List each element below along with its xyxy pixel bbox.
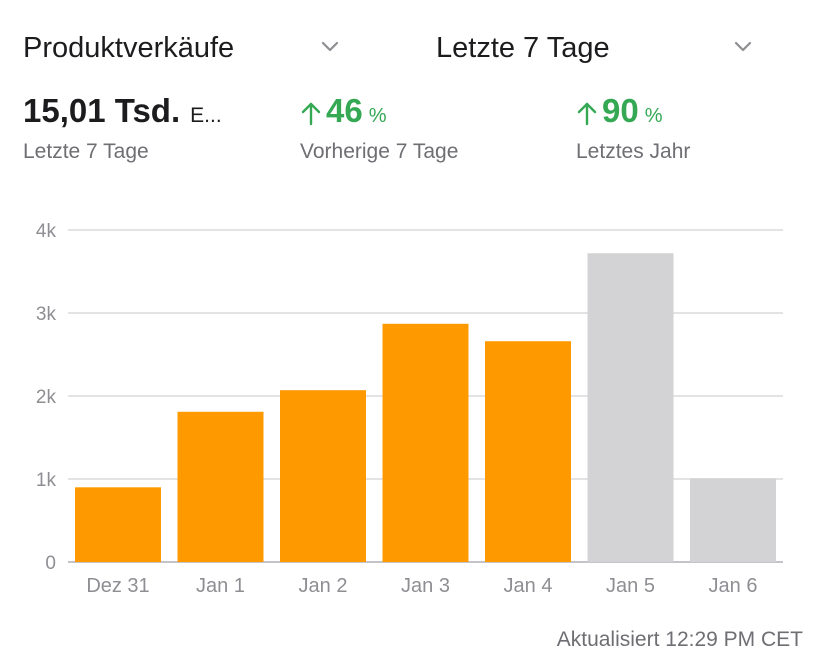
range-dropdown[interactable]: Letzte 7 Tage — [436, 26, 766, 70]
chevron-down-icon — [734, 41, 752, 52]
bar-1 — [177, 411, 264, 562]
x-tick-label: Jan 2 — [299, 575, 348, 597]
kpi-last-year: 90 % Letztes Jahr — [576, 92, 690, 164]
y-tick-label: 1k — [36, 470, 57, 491]
range-dropdown-label: Letzte 7 Tage — [436, 31, 610, 64]
metric-dropdown[interactable]: Produktverkäufe — [23, 26, 353, 70]
y-tick-label: 2k — [36, 387, 57, 408]
bar-3 — [382, 323, 469, 562]
x-tick-label: Jan 5 — [606, 575, 655, 597]
y-tick-label: 3k — [36, 304, 57, 325]
kpi-total-unit: E... — [190, 104, 222, 127]
y-tick-label: 4k — [36, 221, 57, 242]
x-tick-label: Jan 6 — [709, 575, 758, 597]
bar-2 — [280, 390, 366, 562]
kpi-total-caption: Letzte 7 Tage — [23, 140, 149, 163]
x-tick-label: Jan 1 — [196, 575, 245, 597]
x-tick-label: Jan 3 — [401, 575, 450, 597]
kpi-year-suffix: % — [644, 105, 663, 127]
y-tick-label: 0 — [45, 553, 56, 574]
sales-bar-chart: 0 1k 2k 3k 4k Dez 31 Jan 1 Jan 2 Jan 3 Jan 4 Jan 5… — [36, 221, 783, 597]
x-tick-label: Dez 31 — [86, 575, 149, 597]
bar-4 — [485, 341, 571, 562]
metric-dropdown-label: Produktverkäufe — [23, 31, 235, 64]
kpi-year-value: 90 — [602, 92, 639, 129]
arrow-up-icon — [301, 102, 321, 126]
kpi-total: 15,01 Tsd. E... Letzte 7 Tage — [23, 92, 222, 164]
kpi-total-value: 15,01 Tsd. — [23, 92, 181, 129]
kpi-year-caption: Letztes Jahr — [576, 140, 691, 163]
kpi-previous-suffix: % — [368, 105, 387, 127]
arrow-up-icon — [577, 102, 597, 126]
chevron-down-icon — [321, 41, 339, 52]
kpi-previous-value: 46 — [326, 92, 363, 129]
bar-5 — [587, 253, 674, 563]
last-updated-text: Aktualisiert 12:29 PM CET — [556, 628, 803, 651]
bar-0 — [75, 487, 161, 562]
bar-6 — [690, 478, 776, 562]
x-tick-label: Jan 4 — [504, 575, 553, 597]
kpi-previous-caption: Vorherige 7 Tage — [300, 140, 459, 163]
kpi-previous-period: 46 % Vorherige 7 Tage — [300, 92, 458, 164]
